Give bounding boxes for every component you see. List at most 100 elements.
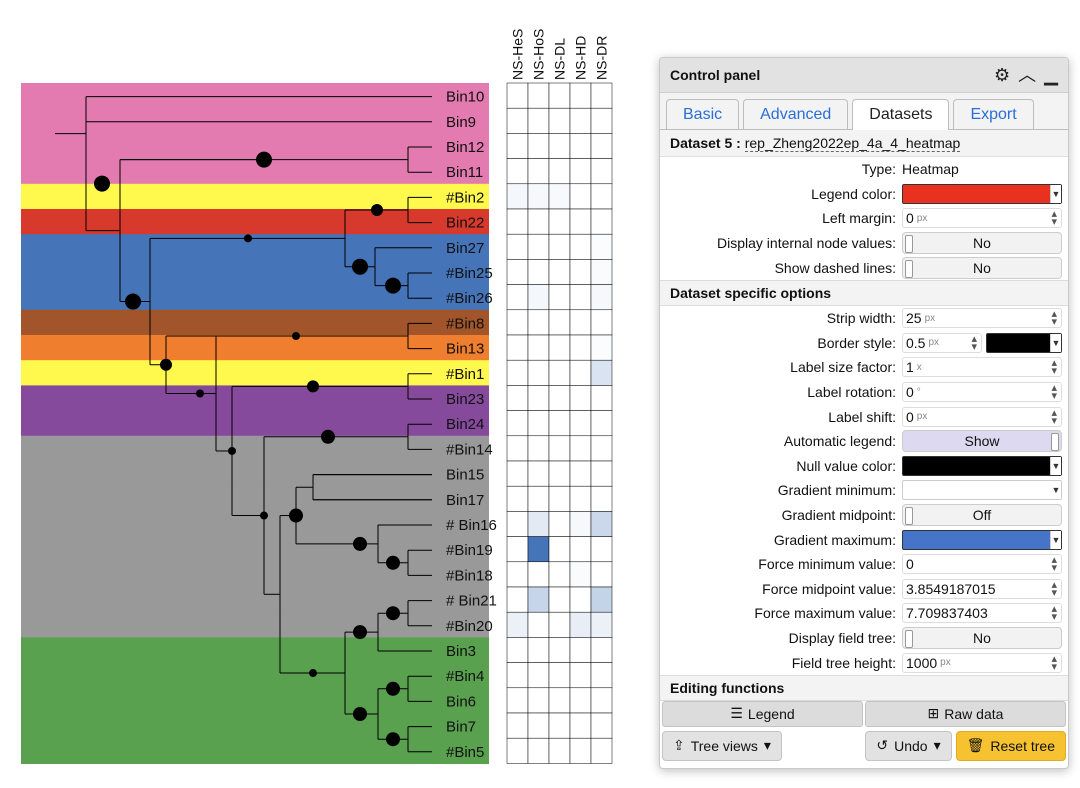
gradient-max-picker[interactable]: ▼ bbox=[902, 529, 1062, 550]
chevron-down-icon: ▼ bbox=[1050, 333, 1061, 352]
heatmap-cell bbox=[590, 435, 613, 462]
stepper-icon[interactable]: ▴ ▾ bbox=[1051, 652, 1057, 673]
tab-datasets[interactable]: Datasets bbox=[852, 99, 950, 130]
clade-band bbox=[21, 587, 489, 613]
stepper-icon[interactable]: ▴ ▾ bbox=[1051, 603, 1057, 624]
gradient-max-label: Gradient maximum: bbox=[773, 531, 896, 548]
stepper-icon[interactable]: ▴ ▾ bbox=[1051, 406, 1057, 427]
legend-color-picker[interactable]: ▼ bbox=[902, 183, 1062, 204]
field-tree-toggle[interactable]: No bbox=[902, 626, 1062, 649]
undo-icon: ↺ bbox=[876, 737, 889, 754]
heatmap-cell bbox=[527, 233, 550, 260]
heatmap-cell bbox=[527, 460, 550, 487]
heatmap-cell bbox=[527, 82, 550, 109]
raw-data-button-label: Raw data bbox=[944, 705, 1004, 722]
force-mid-input[interactable]: 3.8549187015 ▴ ▾ bbox=[902, 578, 1062, 599]
heatmap-cell bbox=[590, 233, 613, 260]
stepper-icon[interactable]: ▴ ▾ bbox=[1051, 554, 1057, 575]
heatmap-cell bbox=[548, 107, 571, 134]
clade-band bbox=[21, 486, 489, 512]
bootstrap-dot bbox=[94, 175, 110, 192]
heatmap-cell bbox=[506, 662, 529, 689]
force-max-label: Force maximum value: bbox=[754, 605, 896, 622]
heatmap-cell bbox=[527, 586, 550, 613]
stepper-icon[interactable]: ▴ ▾ bbox=[1051, 578, 1057, 599]
clade-band bbox=[21, 612, 489, 638]
left-margin-input[interactable]: 0 px ▴ ▾ bbox=[902, 208, 1062, 229]
strip-width-input[interactable]: 25 px ▴ ▾ bbox=[902, 308, 1062, 329]
stepper-icon[interactable]: ▴ ▾ bbox=[1051, 382, 1057, 403]
leaf-label: #Bin26 bbox=[446, 290, 493, 307]
section-dataset-specific: Dataset specific options bbox=[660, 279, 1068, 306]
null-color-picker[interactable]: ▼ bbox=[902, 455, 1062, 476]
leaf-label: Bin3 bbox=[446, 643, 476, 660]
panel-header: Control panel ⚙ ︿ ▁ bbox=[660, 58, 1068, 93]
minimize-icon[interactable]: ▁ bbox=[1044, 65, 1058, 85]
label-size-input[interactable]: 1 x ▴ ▾ bbox=[902, 357, 1062, 378]
clade-band bbox=[21, 738, 489, 764]
heatmap-cell bbox=[548, 637, 571, 663]
heatmap-cell bbox=[590, 284, 613, 311]
chevron-down-icon: ▼ bbox=[1050, 184, 1061, 203]
tab-export[interactable]: Export bbox=[953, 99, 1034, 129]
dataset-name[interactable]: rep_Zheng2022ep_4a_4_heatmap bbox=[744, 135, 961, 152]
tab-basic[interactable]: Basic bbox=[666, 99, 740, 129]
collapse-icon[interactable]: ︿ bbox=[1018, 65, 1037, 85]
bootstrap-dot bbox=[371, 204, 383, 216]
heatmap-cell bbox=[569, 611, 592, 638]
border-color-picker[interactable]: ▼ bbox=[986, 332, 1062, 353]
label-rotation-input[interactable]: 0 ° ▴ ▾ bbox=[902, 382, 1062, 403]
leaf-label: Bin11 bbox=[446, 164, 483, 181]
force-mid-value: 3.8549187015 bbox=[906, 580, 996, 597]
field-height-label: Field tree height: bbox=[791, 654, 896, 671]
strip-width-value: 25 bbox=[906, 310, 922, 327]
clade-band bbox=[21, 410, 489, 437]
heatmap-cell bbox=[569, 410, 592, 437]
border-width-input[interactable]: 0.5 px ▴ ▾ bbox=[902, 332, 982, 353]
heatmap-cell bbox=[527, 107, 550, 134]
heatmap-cell bbox=[506, 233, 529, 260]
force-max-value: 7.709837403 bbox=[906, 605, 988, 622]
toggle-text: No bbox=[973, 259, 991, 276]
heatmap-column-label: NS-HeS bbox=[510, 29, 526, 80]
gradient-min-picker[interactable]: ▼ bbox=[902, 480, 1062, 501]
force-max-input[interactable]: 7.709837403 ▴ ▾ bbox=[902, 603, 1062, 624]
field-height-input[interactable]: 1000 px ▴ ▾ bbox=[902, 652, 1062, 673]
heatmap-cell bbox=[548, 410, 571, 437]
legend-button[interactable]: ☰ Legend bbox=[662, 700, 863, 727]
unit-label: px bbox=[916, 212, 928, 224]
heatmap-cell bbox=[569, 637, 592, 663]
bootstrap-dot bbox=[352, 258, 368, 275]
heatmap-cell bbox=[590, 561, 613, 588]
auto-legend-toggle[interactable]: Show bbox=[902, 430, 1062, 453]
heatmap-cell bbox=[569, 82, 592, 109]
heatmap-cell bbox=[590, 309, 613, 336]
stepper-icon[interactable]: ▴ ▾ bbox=[1051, 357, 1057, 378]
heatmap-cell bbox=[548, 359, 571, 386]
label-shift-input[interactable]: 0 px ▴ ▾ bbox=[902, 406, 1062, 427]
clade-band bbox=[21, 713, 489, 739]
internal-values-toggle[interactable]: No bbox=[902, 232, 1062, 255]
gear-icon[interactable]: ⚙ bbox=[994, 65, 1011, 85]
heatmap-cell bbox=[590, 410, 613, 437]
heatmap-cell bbox=[506, 208, 529, 235]
dashed-lines-toggle[interactable]: No bbox=[902, 256, 1062, 279]
stepper-icon[interactable]: ▴ ▾ bbox=[971, 332, 977, 353]
leaf-label: #Bin25 bbox=[446, 265, 493, 282]
heatmap-cell bbox=[527, 485, 550, 512]
cloud-upload-icon: ⇪ bbox=[673, 737, 685, 754]
stepper-icon[interactable]: ▴ ▾ bbox=[1051, 308, 1057, 329]
reset-tree-button[interactable]: 🗑 Reset tree bbox=[955, 730, 1066, 761]
gradient-mid-toggle[interactable]: Off bbox=[902, 504, 1062, 527]
clade-band bbox=[21, 637, 489, 664]
force-mid-label: Force midpoint value: bbox=[762, 580, 896, 597]
heatmap-cell bbox=[527, 133, 550, 159]
heatmap-cell bbox=[590, 82, 613, 109]
force-min-input[interactable]: 0 ▴ ▾ bbox=[902, 554, 1062, 575]
stepper-icon[interactable]: ▴ ▾ bbox=[1051, 208, 1057, 229]
tree-views-button[interactable]: ⇪ Tree views ▾ bbox=[662, 730, 782, 761]
undo-button[interactable]: ↺ Undo ▾ bbox=[865, 730, 952, 761]
clade-band bbox=[21, 662, 489, 689]
tab-advanced[interactable]: Advanced bbox=[743, 99, 849, 129]
raw-data-button[interactable]: ⊞ Raw data bbox=[865, 700, 1066, 727]
